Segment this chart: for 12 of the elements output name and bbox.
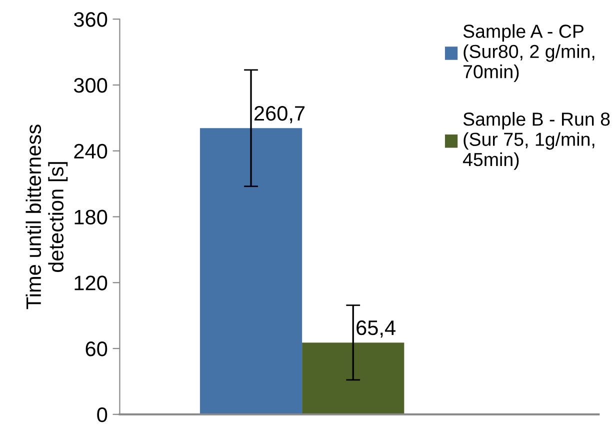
y-tick-label: 240 — [74, 144, 108, 159]
data-label: 65,4 — [356, 320, 396, 338]
y-tick-label: 300 — [74, 78, 108, 93]
y-tick-label: 0 — [97, 407, 108, 422]
data-label: 260,7 — [254, 106, 305, 124]
y-tick-label: 180 — [74, 210, 108, 225]
legend-label: Sample A - CP (Sur80, 2 g/min, 70min) — [463, 24, 594, 82]
y-tick-label: 120 — [74, 276, 108, 290]
legend-label: Sample B - Run 8 (Sur 75, 1g/min, 45min) — [462, 112, 610, 170]
y-tick-label: 360 — [74, 12, 108, 27]
y-tick-label: 60 — [86, 342, 108, 356]
y-axis-title: Time until bitterness detection [s] — [26, 124, 68, 310]
